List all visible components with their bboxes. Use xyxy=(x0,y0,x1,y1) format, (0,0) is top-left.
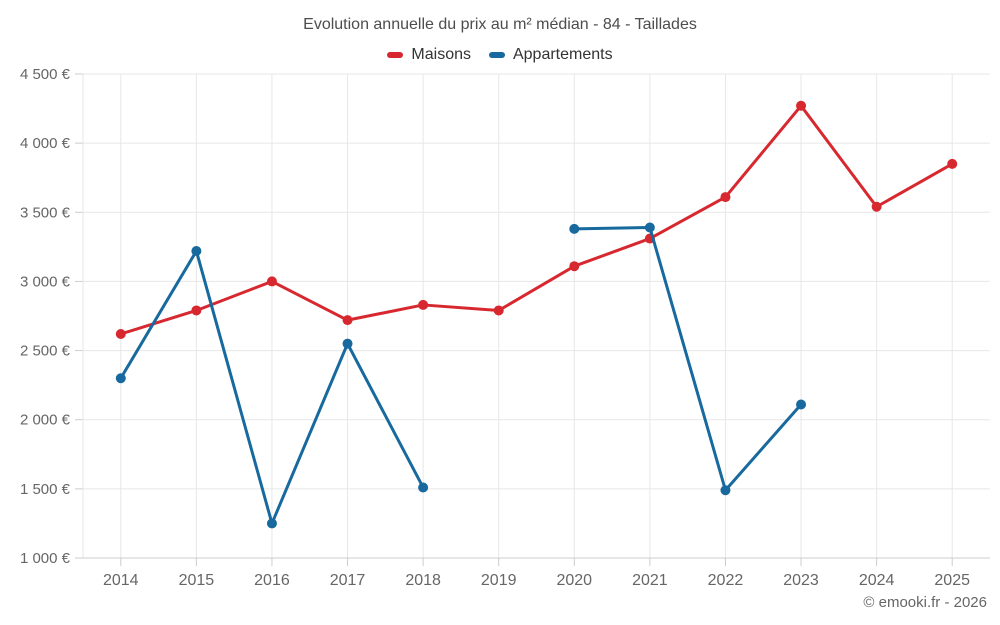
x-axis-label: 2022 xyxy=(708,572,744,589)
point-appartements-2015[interactable] xyxy=(191,246,202,257)
point-appartements-2021[interactable] xyxy=(644,222,655,233)
y-axis-label: 2 500 € xyxy=(20,343,71,360)
copyright-watermark: © emooki.fr - 2026 xyxy=(863,594,987,611)
point-maisons-2015[interactable] xyxy=(191,305,202,316)
point-appartements-2023[interactable] xyxy=(796,399,807,410)
legend-label-maisons: Maisons xyxy=(411,46,471,63)
point-appartements-2014[interactable] xyxy=(115,373,126,384)
y-axis-label: 2 000 € xyxy=(20,412,71,429)
x-axis-label: 2021 xyxy=(632,572,668,589)
legend-item-appartements[interactable]: Appartements xyxy=(488,46,613,64)
y-axis-label: 4 000 € xyxy=(20,135,71,152)
point-maisons-2016[interactable] xyxy=(266,276,277,287)
series-line-maisons xyxy=(119,104,954,336)
point-appartements-2017[interactable] xyxy=(342,338,353,349)
x-axis-label: 2023 xyxy=(783,572,819,589)
point-maisons-2023[interactable] xyxy=(796,100,807,111)
x-axis-label: 2024 xyxy=(859,572,895,589)
series-line-appartements xyxy=(572,225,803,492)
y-axis-label: 3 000 € xyxy=(20,273,71,290)
x-axis-label: 2018 xyxy=(405,572,441,589)
point-appartements-2018[interactable] xyxy=(418,482,429,493)
x-axis-label: 2019 xyxy=(481,572,517,589)
y-axis-label: 4 500 € xyxy=(20,66,71,83)
x-axis-label: 2017 xyxy=(330,572,366,589)
point-maisons-2025[interactable] xyxy=(947,158,958,169)
point-maisons-2019[interactable] xyxy=(493,305,504,316)
x-axis-label: 2025 xyxy=(934,572,970,589)
chart-legend: Maisons Appartements xyxy=(0,46,1000,64)
point-maisons-2014[interactable] xyxy=(115,328,126,339)
point-maisons-2017[interactable] xyxy=(342,315,353,326)
maisons-series-swatch-icon xyxy=(387,52,404,58)
x-axis-label: 2014 xyxy=(103,572,139,589)
legend-item-maisons[interactable]: Maisons xyxy=(387,46,471,64)
point-appartements-2022[interactable] xyxy=(720,485,731,496)
y-axis-label: 1 500 € xyxy=(20,481,71,498)
chart-title: Evolution annuelle du prix au m² médian … xyxy=(303,16,697,33)
x-axis-label: 2016 xyxy=(254,572,290,589)
legend-label-appartements: Appartements xyxy=(512,46,613,63)
x-axis-label: 2015 xyxy=(179,572,215,589)
y-axis-label: 1 000 € xyxy=(20,550,71,567)
point-appartements-2020[interactable] xyxy=(569,223,580,234)
point-appartements-2016[interactable] xyxy=(266,518,277,529)
point-maisons-2022[interactable] xyxy=(720,192,731,203)
point-maisons-2020[interactable] xyxy=(569,261,580,272)
point-maisons-2024[interactable] xyxy=(871,201,882,212)
point-maisons-2018[interactable] xyxy=(418,299,429,310)
x-axis-label: 2020 xyxy=(556,572,592,589)
appartements-series-swatch-icon xyxy=(488,52,505,58)
y-axis-label: 3 500 € xyxy=(20,204,71,221)
